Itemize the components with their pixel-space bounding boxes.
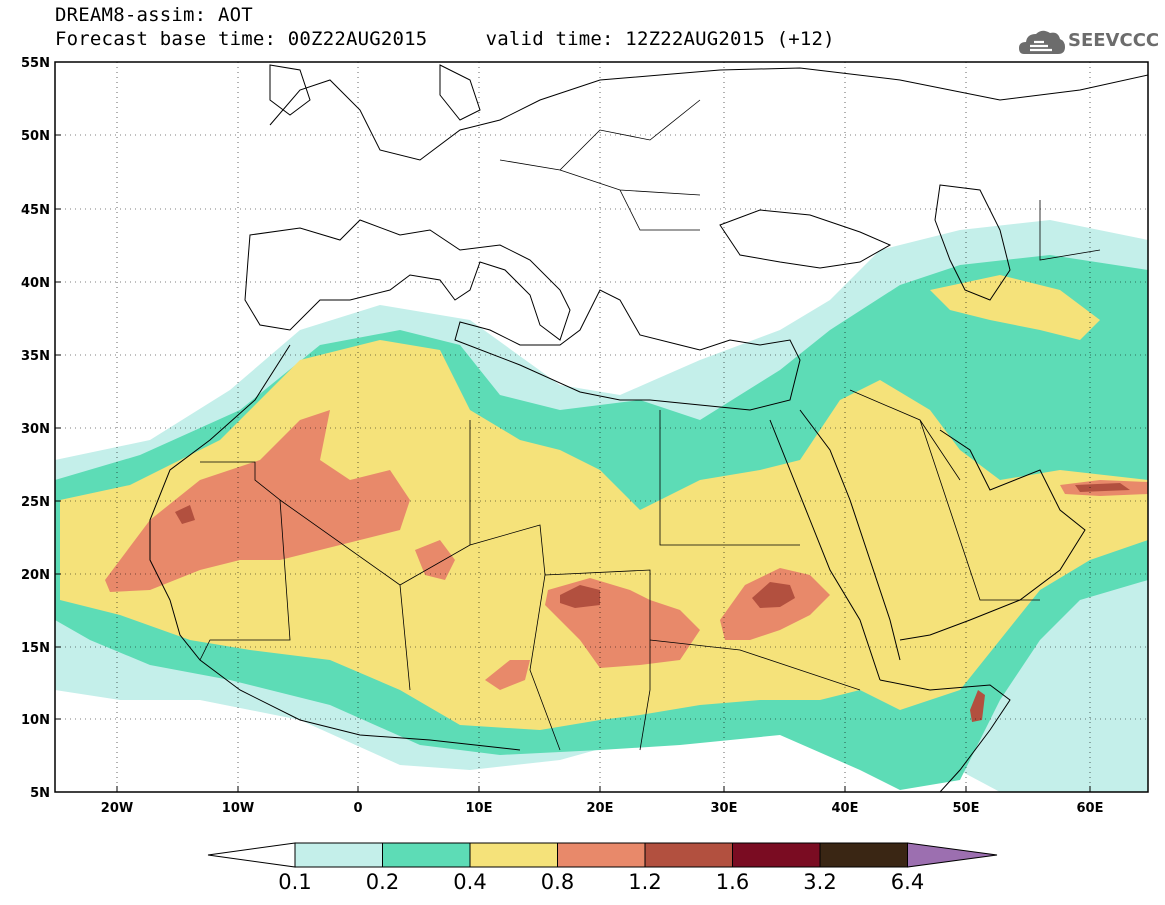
lat-label: 20N bbox=[21, 568, 50, 583]
colorbar-label: 6.4 bbox=[890, 870, 925, 894]
lat-label: 10N bbox=[21, 713, 50, 728]
logo-text: SEEVCCC bbox=[1068, 30, 1160, 51]
seevccc-logo: SEEVCCC bbox=[1018, 24, 1159, 58]
graticule bbox=[55, 62, 1148, 792]
lon-label: 10E bbox=[466, 801, 493, 816]
aot-band-0.8 bbox=[485, 660, 530, 690]
colorbar-label: 1.6 bbox=[715, 870, 750, 894]
colorbar-high-arrow bbox=[907, 842, 998, 868]
lon-label: 60E bbox=[1077, 801, 1104, 816]
lat-label: 45N bbox=[21, 203, 50, 218]
lon-label: 40E bbox=[832, 801, 859, 816]
colorbar-swatch bbox=[294, 842, 383, 868]
map-title: DREAM8-assim: AOT bbox=[55, 4, 253, 26]
lon-label: 10W bbox=[222, 801, 254, 816]
aot-shading bbox=[55, 220, 1148, 792]
lat-label: 25N bbox=[21, 495, 50, 510]
colorbar-label: 0.1 bbox=[278, 870, 312, 894]
colorbar-label: 1.2 bbox=[628, 870, 662, 894]
lat-label: 40N bbox=[21, 276, 50, 291]
lon-label: 20E bbox=[587, 801, 614, 816]
lat-label: 35N bbox=[21, 349, 50, 364]
aot-band-1.2 bbox=[1075, 483, 1130, 492]
lat-label: 15N bbox=[21, 641, 50, 656]
aot-band-0.8 bbox=[415, 540, 455, 580]
lat-label: 50N bbox=[21, 129, 50, 144]
colorbar-swatch bbox=[557, 842, 646, 868]
aot-band-0.4 bbox=[930, 275, 1100, 340]
colorbar-swatch bbox=[819, 842, 908, 868]
lon-label: 30E bbox=[711, 801, 738, 816]
lon-label: 20W bbox=[101, 801, 133, 816]
lat-label: 55N bbox=[21, 56, 50, 71]
colorbar-swatch bbox=[732, 842, 821, 868]
latitude-labels: 55N 50N 45N 40N 35N 30N 25N 20N 15N 10N 5N bbox=[21, 56, 61, 801]
forecast-time-line: Forecast base time: 00Z22AUG2015 valid t… bbox=[55, 28, 835, 50]
colorbar-swatch bbox=[469, 842, 558, 868]
lat-label: 30N bbox=[21, 422, 50, 437]
aot-band-0.4 bbox=[60, 340, 1148, 730]
colorbar bbox=[207, 842, 998, 868]
lon-label: 50E bbox=[953, 801, 980, 816]
aot-band-0.8 bbox=[105, 410, 410, 592]
colorbar-label: 0.2 bbox=[365, 870, 400, 894]
aot-band-1.2 bbox=[175, 505, 195, 524]
country-borders bbox=[199, 99, 1101, 751]
aot-band-1.2 bbox=[970, 690, 985, 722]
coastlines bbox=[149, 64, 1148, 792]
colorbar-low-arrow bbox=[207, 842, 296, 868]
colorbar-swatch bbox=[644, 842, 733, 868]
colorbar-swatch bbox=[382, 842, 471, 868]
cloud-icon bbox=[1019, 30, 1065, 54]
colorbar-label: 3.2 bbox=[803, 870, 837, 894]
aot-band-1.2 bbox=[752, 582, 795, 608]
colorbar-label: 0.8 bbox=[540, 870, 575, 894]
lat-label: 5N bbox=[30, 786, 50, 801]
colorbar-label: 0.4 bbox=[453, 870, 487, 894]
longitude-labels: 20W 10W 0 10E 20E 30E 40E 50E 60E bbox=[101, 786, 1104, 816]
lon-label: 0 bbox=[353, 801, 362, 816]
map-frame bbox=[54, 61, 1149, 793]
aot-band-1.2 bbox=[560, 585, 600, 608]
